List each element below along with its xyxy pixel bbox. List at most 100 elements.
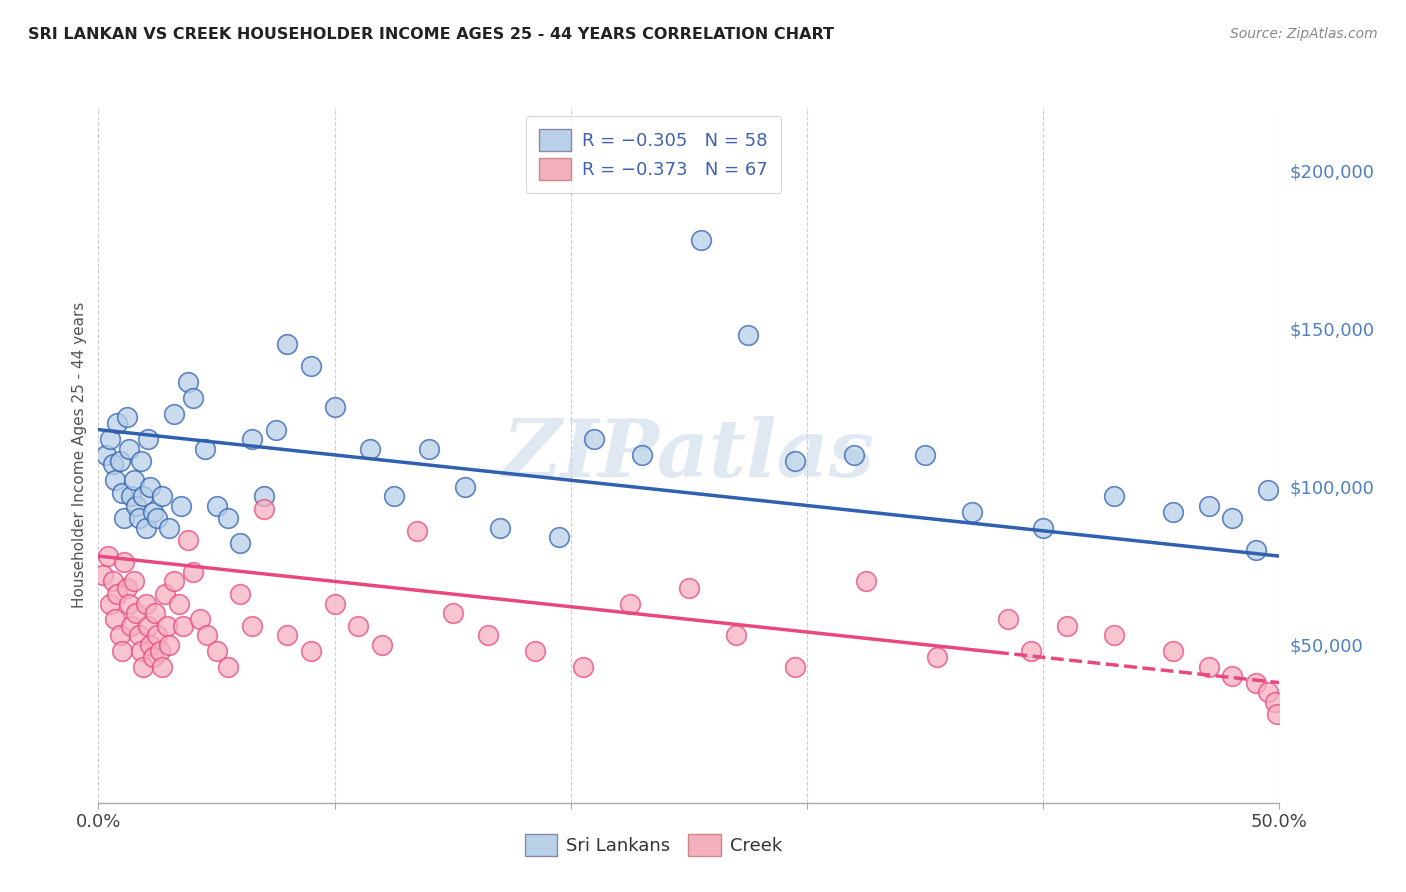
Point xyxy=(347,618,370,632)
Point xyxy=(153,587,176,601)
Point xyxy=(276,628,298,642)
Point xyxy=(146,628,169,642)
Point xyxy=(1257,685,1279,699)
Point xyxy=(142,650,165,665)
Point xyxy=(299,644,322,658)
Point xyxy=(678,581,700,595)
Point xyxy=(997,612,1019,626)
Point xyxy=(136,618,159,632)
Point xyxy=(129,454,152,468)
Point xyxy=(371,638,394,652)
Point xyxy=(149,644,172,658)
Point xyxy=(1161,505,1184,519)
Point xyxy=(524,644,547,658)
Point xyxy=(105,587,128,601)
Point xyxy=(177,375,200,389)
Point xyxy=(1244,542,1267,557)
Point xyxy=(418,442,440,456)
Point xyxy=(135,597,157,611)
Point xyxy=(1244,675,1267,690)
Point xyxy=(104,473,127,487)
Text: Source: ZipAtlas.com: Source: ZipAtlas.com xyxy=(1230,27,1378,41)
Point xyxy=(205,499,228,513)
Point xyxy=(1056,618,1078,632)
Point xyxy=(129,644,152,658)
Point xyxy=(132,489,155,503)
Point xyxy=(150,660,173,674)
Point xyxy=(108,628,131,642)
Point xyxy=(925,650,948,665)
Point xyxy=(128,511,150,525)
Point xyxy=(1102,628,1125,642)
Point xyxy=(121,618,143,632)
Point xyxy=(150,489,173,503)
Point xyxy=(844,448,866,462)
Point xyxy=(98,597,121,611)
Point xyxy=(264,423,287,437)
Point xyxy=(91,568,114,582)
Point xyxy=(240,618,263,632)
Point xyxy=(139,479,162,493)
Y-axis label: Householder Income Ages 25 - 44 years: Householder Income Ages 25 - 44 years xyxy=(72,301,87,608)
Point xyxy=(1161,644,1184,658)
Point xyxy=(489,521,512,535)
Point xyxy=(1032,521,1054,535)
Point xyxy=(125,499,148,513)
Point xyxy=(143,606,166,620)
Point xyxy=(1021,644,1043,658)
Point xyxy=(229,587,252,601)
Point xyxy=(181,391,204,405)
Point xyxy=(441,606,464,620)
Point xyxy=(188,612,211,626)
Point xyxy=(689,233,711,247)
Point xyxy=(181,565,204,579)
Point xyxy=(118,597,141,611)
Point xyxy=(101,574,124,589)
Point xyxy=(121,489,143,503)
Point xyxy=(97,549,120,563)
Point xyxy=(125,606,148,620)
Point xyxy=(163,574,186,589)
Point xyxy=(1220,511,1243,525)
Point xyxy=(1257,483,1279,497)
Point xyxy=(115,581,138,595)
Point xyxy=(1198,499,1220,513)
Point xyxy=(299,359,322,374)
Point xyxy=(453,479,475,493)
Point xyxy=(128,628,150,642)
Point xyxy=(163,407,186,421)
Point xyxy=(194,442,217,456)
Point xyxy=(135,521,157,535)
Text: ZIPatlas: ZIPatlas xyxy=(503,417,875,493)
Point xyxy=(477,628,499,642)
Point xyxy=(115,409,138,424)
Point xyxy=(172,618,194,632)
Point xyxy=(157,638,180,652)
Point xyxy=(122,473,145,487)
Point xyxy=(139,638,162,652)
Legend: Sri Lankans, Creek: Sri Lankans, Creek xyxy=(517,827,790,863)
Point xyxy=(229,536,252,550)
Point xyxy=(359,442,381,456)
Point xyxy=(548,530,571,544)
Point xyxy=(195,628,218,642)
Point xyxy=(157,521,180,535)
Point xyxy=(136,432,159,446)
Point xyxy=(406,524,429,538)
Point xyxy=(105,417,128,431)
Point xyxy=(276,337,298,351)
Point xyxy=(111,644,134,658)
Text: SRI LANKAN VS CREEK HOUSEHOLDER INCOME AGES 25 - 44 YEARS CORRELATION CHART: SRI LANKAN VS CREEK HOUSEHOLDER INCOME A… xyxy=(28,27,834,42)
Point xyxy=(382,489,405,503)
Point xyxy=(737,327,759,342)
Point xyxy=(217,511,239,525)
Point xyxy=(253,489,276,503)
Point xyxy=(855,574,877,589)
Point xyxy=(111,486,134,500)
Point xyxy=(1220,669,1243,683)
Point xyxy=(962,505,984,519)
Point xyxy=(146,511,169,525)
Point xyxy=(630,448,652,462)
Point xyxy=(156,618,179,632)
Point xyxy=(240,432,263,446)
